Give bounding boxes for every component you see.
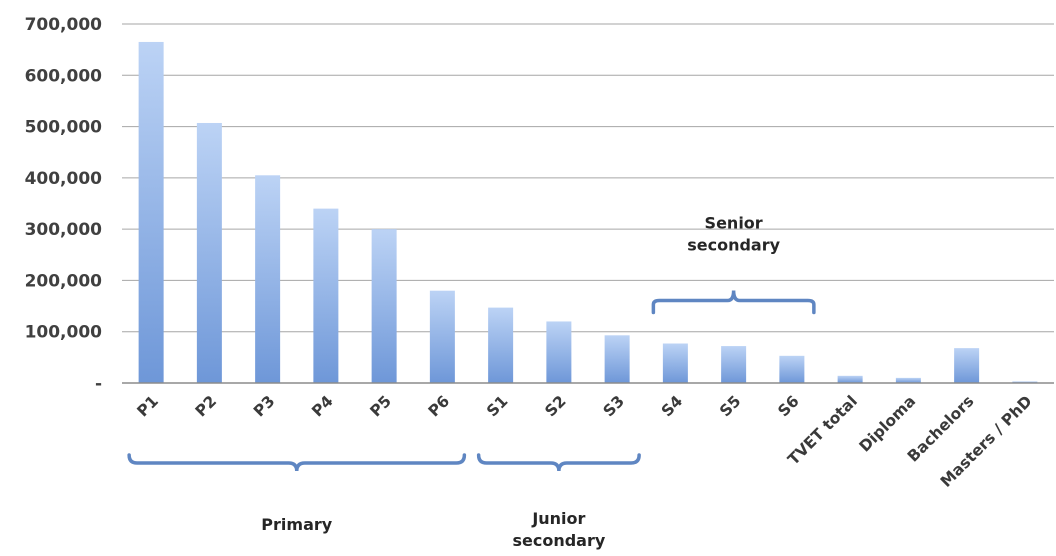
bar-diploma (895, 377, 921, 383)
bar-tvet-total (837, 375, 863, 383)
bar-p6 (429, 290, 455, 383)
x-tick-label: S1 (483, 392, 511, 420)
bar-p4 (313, 208, 339, 383)
bar-s2 (546, 321, 572, 383)
bar-p2 (196, 122, 222, 383)
junior-secondary-group-label: secondary (512, 531, 605, 550)
bar-s1 (488, 307, 514, 383)
bar-s5 (721, 346, 747, 383)
bar-masters-phd (1012, 381, 1038, 383)
senior-secondary-bracket (651, 290, 816, 315)
x-tick-label: S5 (716, 392, 744, 420)
junior-secondary-group-label: Junior (531, 509, 585, 528)
bar-p5 (371, 229, 397, 383)
bar-bachelors (954, 348, 980, 383)
bar-s6 (779, 355, 805, 383)
y-tick-label: 300,000 (25, 220, 103, 240)
primary-group-label: Primary (261, 515, 332, 534)
x-tick-label: S3 (600, 392, 628, 420)
bar-s3 (604, 335, 630, 383)
x-tick-label: P3 (250, 392, 278, 420)
bar-s4 (662, 343, 688, 383)
y-tick-label: - (95, 374, 102, 394)
y-tick-label: 600,000 (25, 66, 103, 86)
bar-p3 (255, 175, 281, 383)
group-brackets: Primary Junior secondary Senior secondary (127, 214, 816, 550)
y-tick-label: 500,000 (25, 118, 103, 138)
primary-bracket (127, 453, 467, 472)
senior-secondary-group-label: Senior (705, 214, 763, 233)
x-tick-label: P5 (367, 392, 395, 420)
x-tick-label: P1 (134, 392, 162, 420)
bar-p1 (138, 41, 164, 383)
x-tick-label: P6 (425, 392, 453, 420)
bars (138, 41, 1038, 383)
senior-secondary-group-label: secondary (687, 236, 780, 255)
x-tick-label: P4 (308, 392, 337, 421)
y-tick-label: 400,000 (25, 169, 103, 189)
y-tick-label: 100,000 (25, 323, 103, 343)
x-tick-label: S6 (774, 392, 802, 420)
x-tick-label: P2 (192, 392, 220, 420)
x-tick-label: S4 (658, 392, 686, 420)
junior-secondary-bracket (476, 453, 641, 472)
y-tick-label: 700,000 (25, 15, 103, 35)
y-tick-label: 200,000 (25, 271, 103, 291)
y-axis-tick-labels: - 100,000 200,000 300,000 400,000 500,000 600,… (25, 15, 103, 394)
x-tick-label: S2 (541, 392, 569, 420)
